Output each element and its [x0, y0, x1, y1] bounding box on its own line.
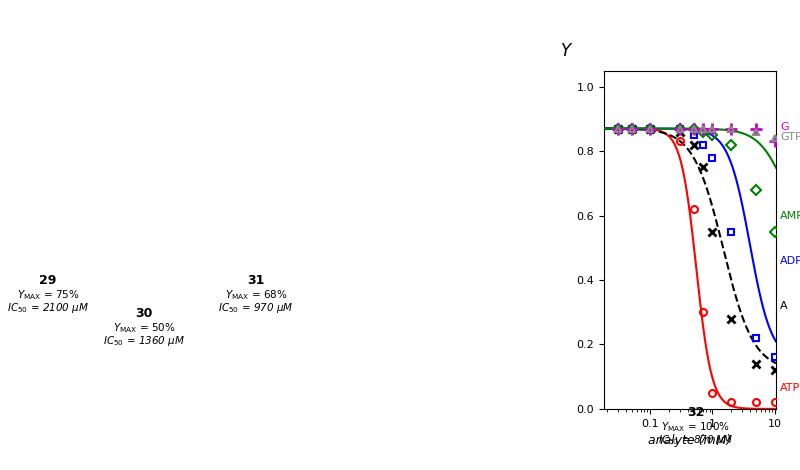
Text: 29: 29: [39, 274, 57, 287]
Text: Y: Y: [561, 42, 571, 60]
Text: $Y_\mathrm{MAX}$ = 68%: $Y_\mathrm{MAX}$ = 68%: [225, 289, 287, 302]
Text: $\mathit{IC}_{50}$ = 2100 μM: $\mathit{IC}_{50}$ = 2100 μM: [7, 301, 89, 315]
Text: G: G: [780, 122, 789, 132]
Text: $Y_\mathrm{MAX}$ = 100%: $Y_\mathrm{MAX}$ = 100%: [662, 420, 730, 434]
Text: A: A: [780, 301, 788, 311]
Text: GTP: GTP: [780, 132, 800, 141]
Text: 31: 31: [247, 274, 265, 287]
Text: ADP: ADP: [780, 256, 800, 266]
X-axis label: analyte (mM): analyte (mM): [648, 434, 732, 447]
Text: $Y_\mathrm{MAX}$ = 75%: $Y_\mathrm{MAX}$ = 75%: [17, 289, 79, 302]
Text: 32: 32: [687, 406, 705, 419]
Text: AMP: AMP: [780, 211, 800, 220]
Text: 30: 30: [135, 307, 153, 320]
Text: $\mathit{IC}_{50}$ = 1360 μM: $\mathit{IC}_{50}$ = 1360 μM: [103, 334, 185, 348]
Text: $\mathit{IC}_{50}$ = 870 μM: $\mathit{IC}_{50}$ = 870 μM: [658, 433, 734, 447]
Text: $Y_\mathrm{MAX}$ = 50%: $Y_\mathrm{MAX}$ = 50%: [113, 321, 175, 335]
Text: $\mathit{IC}_{50}$ = 970 μM: $\mathit{IC}_{50}$ = 970 μM: [218, 301, 294, 315]
Text: ATP: ATP: [780, 383, 800, 393]
